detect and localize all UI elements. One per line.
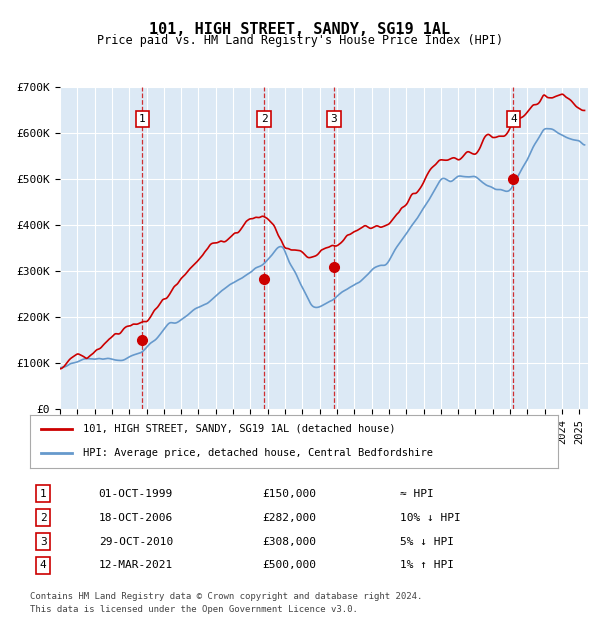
Text: 2: 2 bbox=[40, 513, 47, 523]
Text: 1% ↑ HPI: 1% ↑ HPI bbox=[400, 560, 454, 570]
Text: 1: 1 bbox=[139, 114, 146, 124]
Text: 101, HIGH STREET, SANDY, SG19 1AL: 101, HIGH STREET, SANDY, SG19 1AL bbox=[149, 22, 451, 37]
Text: £308,000: £308,000 bbox=[262, 536, 316, 547]
Text: 4: 4 bbox=[510, 114, 517, 124]
Text: £282,000: £282,000 bbox=[262, 513, 316, 523]
Text: 3: 3 bbox=[331, 114, 337, 124]
Text: 01-OCT-1999: 01-OCT-1999 bbox=[98, 489, 173, 499]
Text: £500,000: £500,000 bbox=[262, 560, 316, 570]
Text: 12-MAR-2021: 12-MAR-2021 bbox=[98, 560, 173, 570]
Text: 5% ↓ HPI: 5% ↓ HPI bbox=[400, 536, 454, 547]
Text: 18-OCT-2006: 18-OCT-2006 bbox=[98, 513, 173, 523]
Text: 29-OCT-2010: 29-OCT-2010 bbox=[98, 536, 173, 547]
Text: 1: 1 bbox=[40, 489, 47, 499]
Text: 4: 4 bbox=[40, 560, 47, 570]
Text: 10% ↓ HPI: 10% ↓ HPI bbox=[400, 513, 460, 523]
Text: HPI: Average price, detached house, Central Bedfordshire: HPI: Average price, detached house, Cent… bbox=[83, 448, 433, 458]
Text: £150,000: £150,000 bbox=[262, 489, 316, 499]
Text: 2: 2 bbox=[261, 114, 268, 124]
Text: 101, HIGH STREET, SANDY, SG19 1AL (detached house): 101, HIGH STREET, SANDY, SG19 1AL (detac… bbox=[83, 423, 395, 433]
Text: This data is licensed under the Open Government Licence v3.0.: This data is licensed under the Open Gov… bbox=[30, 604, 358, 614]
Text: ≈ HPI: ≈ HPI bbox=[400, 489, 433, 499]
Text: 3: 3 bbox=[40, 536, 47, 547]
Text: Price paid vs. HM Land Registry's House Price Index (HPI): Price paid vs. HM Land Registry's House … bbox=[97, 34, 503, 47]
Text: Contains HM Land Registry data © Crown copyright and database right 2024.: Contains HM Land Registry data © Crown c… bbox=[30, 592, 422, 601]
